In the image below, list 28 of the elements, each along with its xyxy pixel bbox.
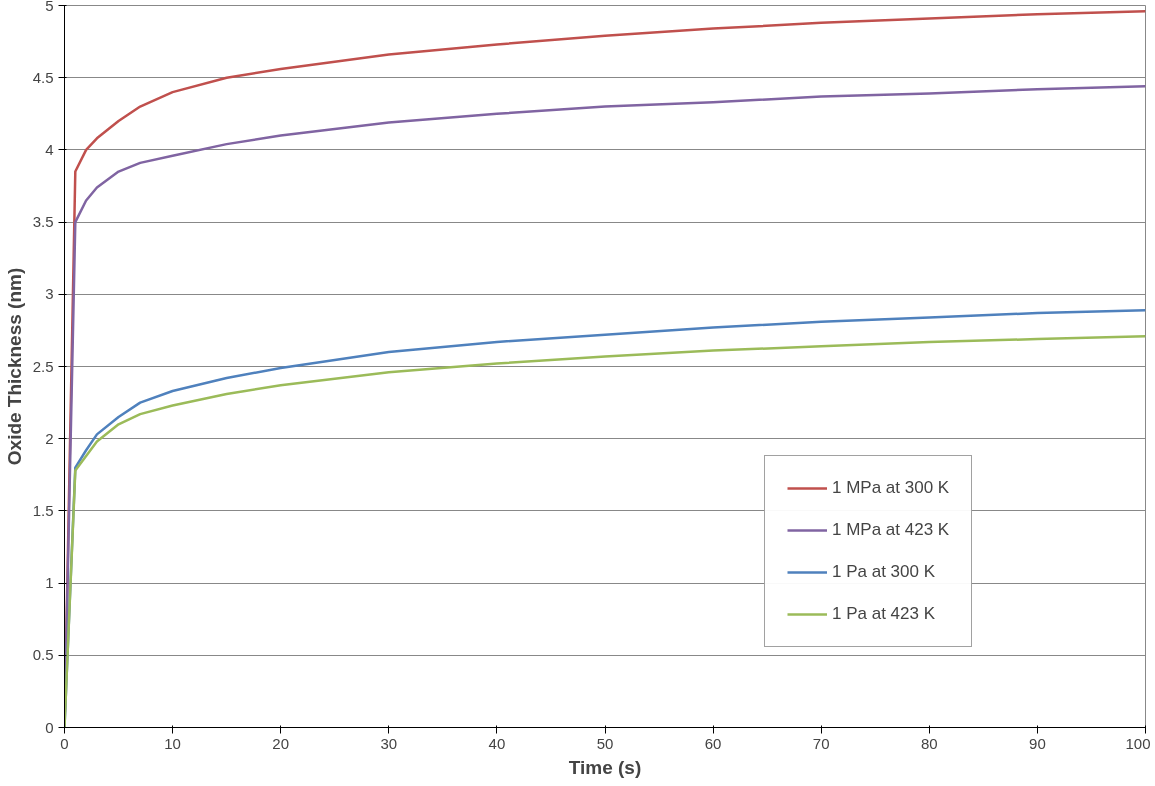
x-tick-label: 20 [272,734,290,752]
y-tick-label: 5 [45,0,54,14]
y-tick-label: 3 [45,285,54,303]
legend-label: 1 MPa at 423 K [832,520,950,540]
x-tick-label: 30 [380,734,398,752]
y-tick-label: 1 [45,574,54,592]
x-tick-label: 50 [596,734,614,752]
x-tick-label: 70 [812,734,830,752]
x-tick-label: 90 [1029,734,1046,752]
y-tick-label: 0 [45,718,54,736]
y-tick-label: 3.5 [32,213,54,231]
y-tick-label: 2 [45,429,54,447]
legend-label: 1 Pa at 423 K [832,604,936,624]
x-axis-title: Time (s) [568,756,642,778]
x-tick-label: 40 [488,734,506,752]
y-tick-label: 4.5 [32,68,54,86]
legend-label: 1 Pa at 300 K [832,562,936,582]
y-tick-label: 1.5 [32,501,54,519]
y-tick-label: 2.5 [32,357,54,375]
x-tick-label: 80 [920,734,938,752]
x-tick-label: 0 [60,734,69,752]
legend-label: 1 MPa at 300 K [832,478,950,498]
y-tick-label: 0.5 [32,646,54,664]
x-tick-label: 100 [1125,734,1151,752]
y-axis-title: Oxide Thickness (nm) [3,267,25,466]
x-tick-label: 10 [164,734,181,752]
x-tick-label: 60 [704,734,722,752]
y-tick-label: 4 [45,140,54,158]
